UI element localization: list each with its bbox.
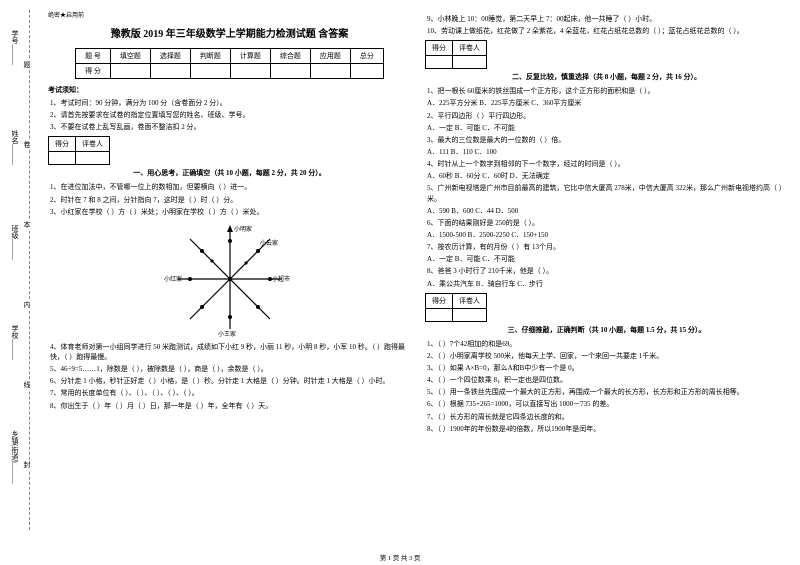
binder-mid: 题 <box>24 60 31 70</box>
question: 7、（ ）长方形的周长就是它四条边长度的和。 <box>427 412 788 422</box>
notice-list: 1、考试时间：90 分钟，满分为 100 分（含卷面分 2 分）。 2、请首先按… <box>50 98 411 132</box>
score-cell <box>150 64 190 79</box>
question: 2、平行四边形（ ）平行四边形。 <box>427 111 788 121</box>
section-3-heading: 三、仔细推敲，正确判断（共 10 小题，每题 1.5 分，共 15 分）。 <box>425 325 788 335</box>
notice-item: 3、不要在试卷上乱写乱画，卷面不整洁扣 2 分。 <box>50 122 411 132</box>
question: 2、时针在 7 和 8 之间，分针指向 7，这时是（ ）时（ ）分。 <box>50 195 411 205</box>
question: 4、时针从上一个数字到相邻的下一个数字，经过的时间是（ ）。 <box>427 159 788 169</box>
question: 8、爸爸 3 小时行了 210千米，他是（ ）。 <box>427 266 788 276</box>
notice-item: 1、考试时间：90 分钟，满分为 100 分（含卷面分 2 分）。 <box>50 98 411 108</box>
options: A．一定 B．可能 C．不可能 <box>427 254 788 264</box>
options: A．225平方分米 B．225平方厘米 C．360平方厘米 <box>427 98 788 108</box>
question: 3、（ ）如果 A×B=0，那么A和B中少有一个是 0。 <box>427 363 788 373</box>
question: 6、分针走 1 小格，秒针正好走（ ）小格，是（ ）秒。分针走 1 大格是（ ）… <box>50 376 411 386</box>
question: 3、小红家在学校（ ）方（ ）米处；小明家在学校（ ）方（ ）米处。 <box>50 207 411 217</box>
marker-table: 得分评卷人 <box>48 136 110 165</box>
binder-mid: 卷 <box>24 140 31 150</box>
score-cell: 综合题 <box>270 49 310 64</box>
score-cell <box>110 64 150 79</box>
score-cell <box>190 64 230 79</box>
options: A．乘公共汽车 B．骑自行车 C．步行 <box>427 279 788 289</box>
score-cell: 判断题 <box>190 49 230 64</box>
question: 7、按农历计算，有的月份（ ）有 13个月。 <box>427 242 788 252</box>
question: 3、最大的三位数是最大的一位数的（ ）倍。 <box>427 135 788 145</box>
options: A．590 B．600 C．44 D．500 <box>427 206 788 216</box>
fig-label-s: 小王家 <box>218 330 236 338</box>
score-cell <box>270 64 310 79</box>
binder-field-name: 姓名______ <box>10 130 20 165</box>
mark-cell <box>49 152 76 165</box>
score-cell: 得 分 <box>76 64 111 79</box>
binder-mid: 线 <box>24 380 31 390</box>
mark-cell <box>453 56 487 69</box>
fig-label-n: 小明家 <box>234 225 252 233</box>
binder-field-school: 学校______ <box>10 325 20 360</box>
fig-label-e: 小超市 <box>272 275 290 283</box>
left-column: 绝密★启用前 豫教版 2019 年三年级数学上学期能力检测试题 含答案 题 号 … <box>48 10 411 436</box>
score-cell: 题 号 <box>76 49 111 64</box>
mark-cell <box>426 56 453 69</box>
binder-mid: 封 <box>24 460 31 470</box>
options: A．一定 B．可能 C．不可能 <box>427 123 788 133</box>
score-summary-table: 题 号 填空题 选择题 判断题 计算题 综合题 应用题 总分 得 分 <box>75 48 384 79</box>
score-cell: 计算题 <box>230 49 270 64</box>
question: 5、46÷9=5……1，除数是（ ），被除数是（ ），商是（ ），余数是（ ）。 <box>50 364 411 374</box>
page-number: 第 1 页 共 3 页 <box>0 552 800 562</box>
question: 7、常用的长度单位有（ ）、（ ）、（ ）、（ ）、（ ）。 <box>50 388 411 398</box>
score-cell: 总分 <box>350 49 383 64</box>
mark-cell: 评卷人 <box>453 41 487 56</box>
question: 1、把一根长 60厘米的铁丝围成一个正方形，这个正方形的面积和是（ ）。 <box>427 86 788 96</box>
mark-cell: 得分 <box>426 41 453 56</box>
notice-heading: 考试须知： <box>48 85 411 95</box>
score-cell: 填空题 <box>110 49 150 64</box>
binder-field-town: 乡镇(街道)______ <box>10 430 20 484</box>
score-cell: 应用题 <box>310 49 350 64</box>
binder-field-id: 学号______ <box>10 30 20 65</box>
secrecy-marker: 绝密★启用前 <box>48 10 411 19</box>
question: 8、（ ）1900年的年份数是4的倍数，所以1900年是闰年。 <box>427 424 788 434</box>
notice-item: 2、请首先按要求在试卷的指定位置填写您的姓名、班级、学号。 <box>50 110 411 120</box>
binder-mid: 本 <box>24 220 31 230</box>
question: 1、在进位加法中，不管哪一位上的数相加，但要横向（ ）进一。 <box>50 182 411 192</box>
question: 6、（ ）根据 735+265=1000，可以直接写出 1000－735 的差。 <box>427 399 788 409</box>
mark-cell: 得分 <box>49 137 76 152</box>
fig-label-w: 小红家 <box>164 275 182 283</box>
options: A．111 B．110 C．100 <box>427 147 788 157</box>
question: 4、体育老师对第一小组同学进行 50 米跑测试，成绩如下小红 9 秒，小丽 11… <box>50 342 411 362</box>
score-cell: 选择题 <box>150 49 190 64</box>
binder-mid: 内 <box>24 300 31 310</box>
score-cell <box>350 64 383 79</box>
exam-title: 豫教版 2019 年三年级数学上学期能力检测试题 含答案 <box>48 25 411 40</box>
question: 5、（ ）用一条铁丝先围成一个最大的正方形，再围成一个最大的长方形，长方形和正方… <box>427 387 788 397</box>
mark-cell: 评卷人 <box>76 137 110 152</box>
section-2-heading: 二、反复比较，慎重选择（共 8 小题，每题 2 分，共 16 分）。 <box>425 72 788 82</box>
mark-cell: 评卷人 <box>453 293 487 308</box>
question: 1、（ ）7个42相加的和是69。 <box>427 339 788 349</box>
question: 2、（ ）小明家离学校 500米，他每天上学、回家，一个来回一共要走 1千米。 <box>427 351 788 361</box>
options: A．1500-500 B．2500-2250 C．150+150 <box>427 230 788 240</box>
question: 9、小林晚上 10：00睡觉，第二天早上 7：00起床，他一共睡了（ ）小时。 <box>427 14 788 24</box>
mark-cell <box>453 308 487 321</box>
question: 6、下面的结果刚好是 250的是（ ）。 <box>427 218 788 228</box>
mark-cell <box>426 308 453 321</box>
marker-table: 得分评卷人 <box>425 293 487 322</box>
direction-figure: 小明家 小超市 小王家 小红家 小云家 <box>160 219 300 339</box>
mark-cell <box>76 152 110 165</box>
binding-margin: 题 卷 本 内 线 封 学号______ 姓名______ 班级______ 学… <box>8 10 46 530</box>
binding-dashline <box>29 10 30 530</box>
score-cell <box>230 64 270 79</box>
question: 8、你出生于（ ）年（ ）月（ ）日，那一年是（ ）年，全年有（ ）天。 <box>50 401 411 411</box>
question: 5、广州新电视塔是广州市目前最高的建筑，它比中信大厦高 278米，中信大厦高 3… <box>427 183 788 203</box>
right-column: 9、小林晚上 10：00睡觉，第二天早上 7：00起床，他一共睡了（ ）小时。 … <box>425 10 788 436</box>
mark-cell: 得分 <box>426 293 453 308</box>
score-cell <box>310 64 350 79</box>
question: 10、劳动课上做纸花，红花做了 2 朵紫花，4 朵蓝花，红花占纸花总数的（ ）；… <box>427 26 788 36</box>
fig-label-ne: 小云家 <box>260 239 278 247</box>
section-1-heading: 一、用心思考，正确填空（共 10 小题，每题 2 分，共 20 分）。 <box>48 168 411 178</box>
marker-table: 得分评卷人 <box>425 40 487 69</box>
question: 4、（ ）一个四位数乘 8，积一定也是四位数。 <box>427 375 788 385</box>
options: A．60秒 B．60分 C．60时 D．无法确定 <box>427 171 788 181</box>
binder-field-class: 班级______ <box>10 225 20 260</box>
